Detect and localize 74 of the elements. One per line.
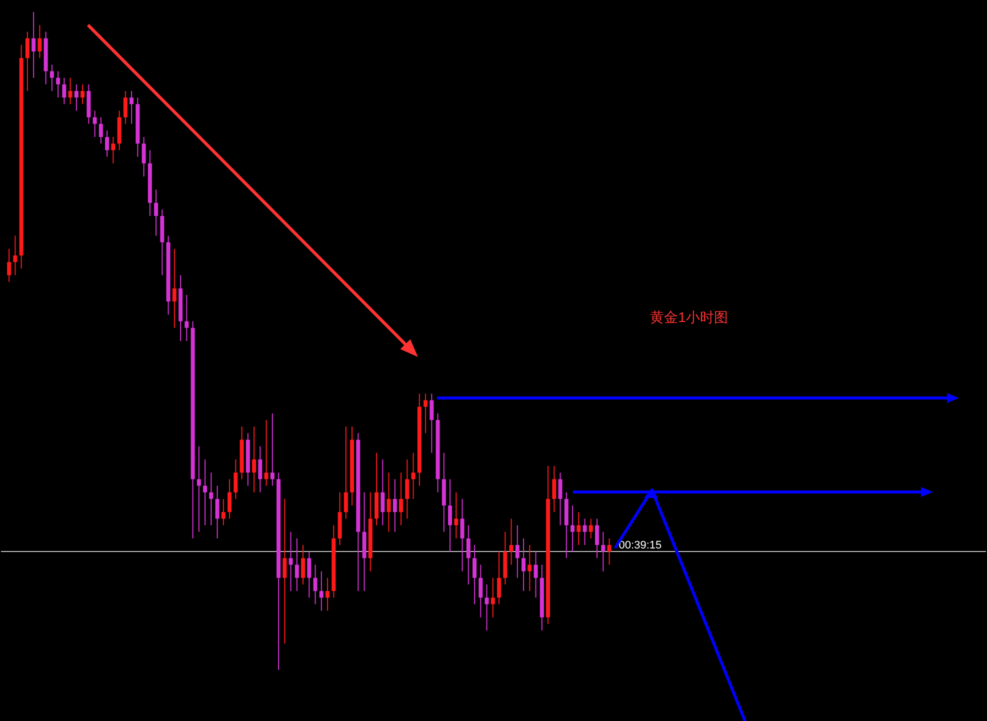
candlestick [92, 110, 97, 138]
candlestick [484, 584, 489, 632]
candlestick [7, 248, 12, 282]
candlestick [234, 458, 238, 500]
candlestick [497, 551, 502, 605]
candlestick [558, 472, 562, 526]
candlestick [68, 77, 72, 105]
candlestick [209, 472, 214, 526]
candlestick [25, 31, 30, 92]
candlestick [258, 446, 262, 493]
candlestick [13, 235, 18, 276]
candlestick [582, 518, 587, 546]
candlestick [607, 538, 612, 566]
candlestick [344, 426, 348, 520]
candlestick [62, 77, 66, 105]
candlestick [326, 577, 330, 612]
candlestick [430, 393, 434, 454]
candlestick [203, 458, 208, 526]
candlestick [264, 419, 268, 486]
candlestick [215, 485, 220, 539]
candlestick [80, 84, 85, 105]
candlestick [588, 518, 593, 539]
candlestick [74, 84, 78, 112]
candlestick [522, 538, 526, 592]
candlestick [399, 472, 404, 526]
candlestick [105, 130, 110, 158]
candlestick [576, 512, 581, 546]
candlestick [98, 116, 103, 144]
candlestick [111, 136, 116, 164]
candlestick [130, 90, 134, 124]
candlestick [392, 478, 397, 532]
candlestick [288, 531, 293, 592]
candlestick [570, 505, 575, 552]
candlestick [154, 189, 158, 236]
candlestick [307, 551, 312, 598]
candlestick [228, 478, 232, 520]
candlestick [386, 472, 391, 532]
candlestick [405, 458, 410, 520]
candlestick [319, 570, 324, 612]
candlestick [294, 538, 299, 592]
candlestick [601, 531, 606, 572]
candlestick [595, 518, 600, 559]
candlestick [38, 24, 42, 59]
candlestick [454, 492, 458, 539]
candlestick [184, 294, 189, 342]
candlestick [196, 446, 201, 532]
candlestick [472, 544, 477, 605]
candlestick [221, 498, 226, 526]
candlestick [528, 544, 532, 592]
candlestick [552, 466, 556, 513]
candlestick [534, 551, 538, 598]
candlestick [172, 248, 176, 328]
candlestick [380, 458, 385, 526]
candlestick [270, 412, 274, 486]
candlestick [56, 70, 60, 98]
candlestick [301, 544, 306, 585]
candlestick [424, 393, 428, 434]
candlestick [411, 452, 416, 500]
text: 黄金1小时图 [650, 309, 728, 325]
candlestick [490, 577, 495, 618]
candlestick [509, 518, 514, 566]
candlestick [448, 478, 452, 552]
candlestick [252, 426, 256, 493]
candlestick [123, 90, 128, 124]
candlestick [50, 64, 54, 92]
candlestick [460, 498, 464, 572]
candlestick [32, 12, 36, 78]
candlestick [313, 564, 318, 605]
candlestick [142, 136, 146, 177]
ref-line-label: 00:39:15 [618, 540, 662, 552]
candlestick [515, 524, 520, 578]
candlestick [466, 524, 470, 585]
candlestick [282, 498, 287, 644]
candlestick [478, 564, 483, 618]
